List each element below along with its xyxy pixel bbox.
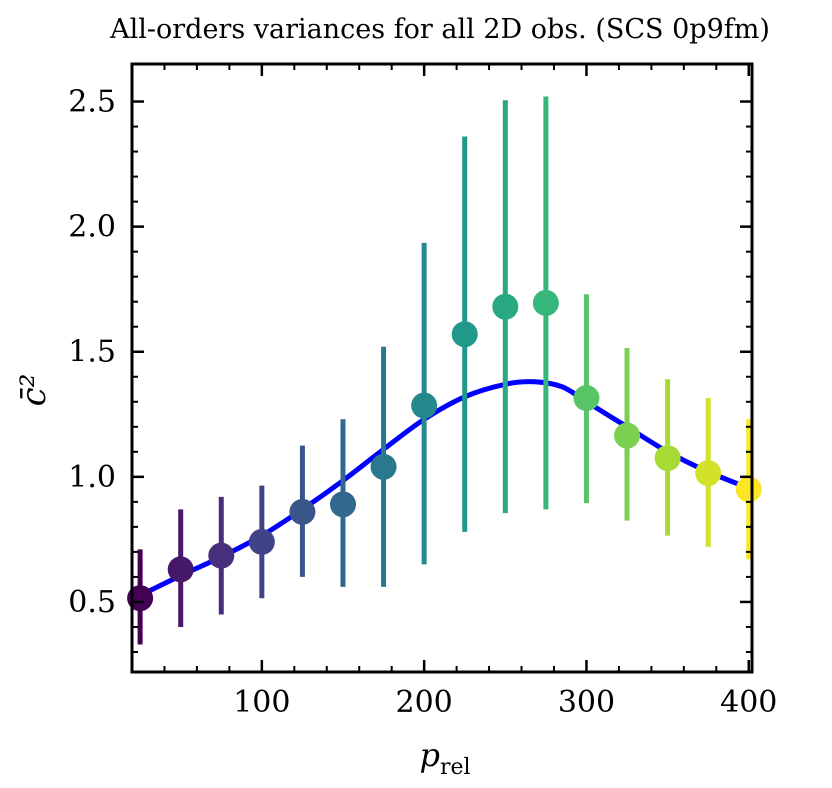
y-tick-label: 0.5 <box>68 585 116 620</box>
data-point <box>614 422 641 449</box>
data-point <box>532 289 559 316</box>
x-axis-label-subscript: rel <box>439 755 471 780</box>
data-point <box>127 585 154 612</box>
data-point <box>370 453 397 480</box>
y-tick-label: 1.0 <box>68 460 116 495</box>
data-point <box>492 293 519 320</box>
data-point <box>167 556 194 583</box>
y-tick-label: 1.5 <box>68 335 116 370</box>
x-tick-label: 200 <box>396 685 453 720</box>
data-point <box>248 528 275 555</box>
data-point <box>695 460 722 487</box>
data-point <box>654 445 681 472</box>
data-point <box>451 321 478 348</box>
data-point <box>329 491 356 518</box>
x-axis-label-main: p <box>419 736 440 774</box>
x-axis-label: prel <box>370 736 520 780</box>
x-tick-label: 400 <box>720 685 777 720</box>
data-point <box>735 476 762 503</box>
x-tick-label: 300 <box>558 685 615 720</box>
plot-frame <box>130 62 754 674</box>
x-tick-label: 100 <box>233 685 290 720</box>
data-point <box>289 498 316 525</box>
y-tick-label: 2.0 <box>68 210 116 245</box>
y-tick-label: 2.5 <box>68 85 116 120</box>
chart-title: All-orders variances for all 2D obs. (SC… <box>110 14 770 45</box>
data-point <box>411 392 438 419</box>
data-point <box>573 385 600 412</box>
data-point <box>208 542 235 569</box>
